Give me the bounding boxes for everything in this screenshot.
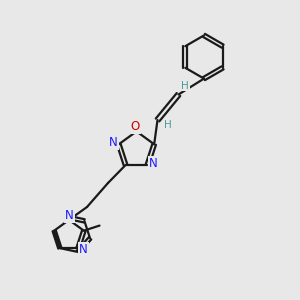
Text: N: N	[79, 243, 88, 256]
Text: O: O	[130, 120, 140, 133]
Text: H: H	[181, 80, 189, 91]
Text: N: N	[109, 136, 118, 149]
Text: N: N	[148, 157, 157, 170]
Text: H: H	[164, 120, 172, 130]
Text: N: N	[65, 209, 74, 222]
